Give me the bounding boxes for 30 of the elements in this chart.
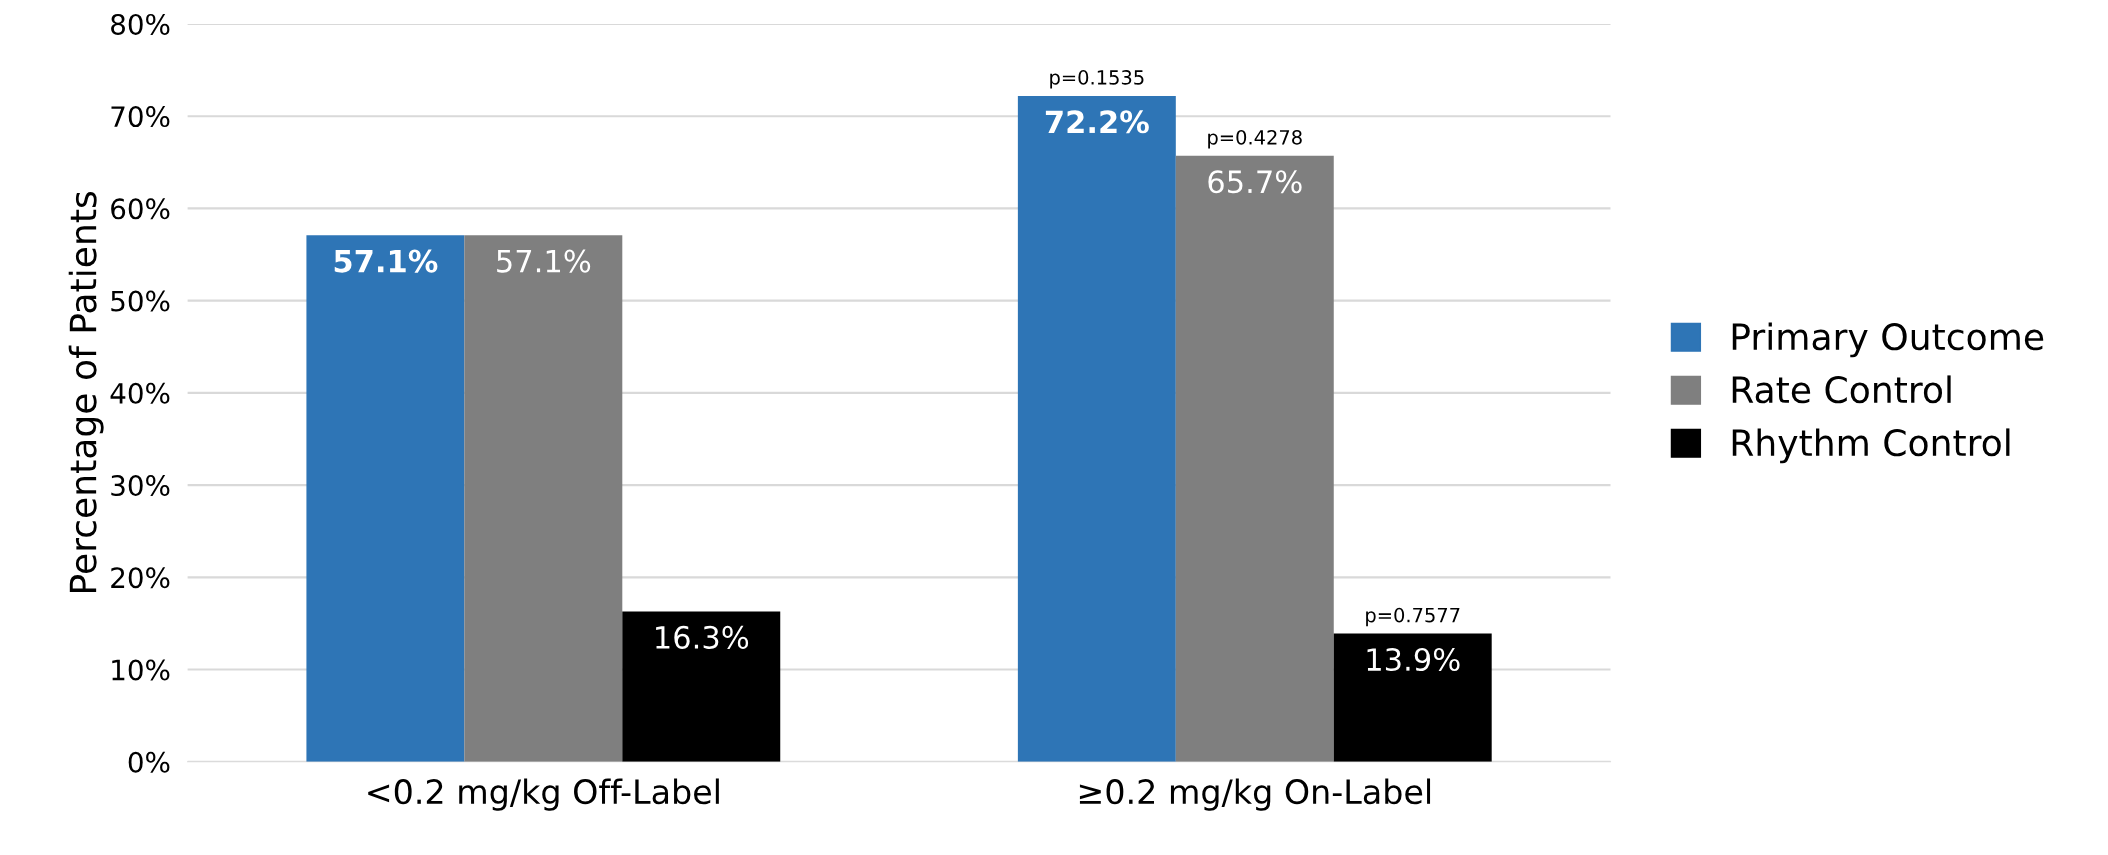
- annotation: p=0.4278: [1208, 129, 1302, 149]
- bar: [306, 235, 465, 762]
- data-label: 16.3%: [656, 625, 749, 649]
- data-label: 13.9%: [1367, 647, 1460, 672]
- bar: [622, 611, 781, 762]
- legend-label: Rate Control: [1732, 375, 1951, 404]
- y-tick-label: 50%: [111, 290, 170, 312]
- y-tick-label: 60%: [111, 198, 170, 220]
- y-tick-label: 40%: [110, 382, 170, 404]
- y-tick-label: 80%: [111, 13, 170, 35]
- x-tick-label: ≥0.2 mg/kg On-Label: [1079, 778, 1431, 811]
- y-tick-label: 20%: [111, 567, 170, 589]
- legend-label: Primary Outcome: [1732, 322, 2044, 358]
- bar: [1175, 155, 1334, 762]
- data-label: 57.1%: [497, 249, 591, 273]
- x-tick-label: <0.2 mg/kg Off-Label: [368, 778, 719, 811]
- annotation: p=0.7577: [1366, 607, 1460, 627]
- data-label: 65.7%: [1208, 170, 1302, 194]
- annotation: p=0.1535: [1050, 70, 1144, 89]
- y-tick-label: 10%: [112, 659, 170, 681]
- bar: [464, 235, 623, 762]
- y-tick-label: 70%: [111, 106, 170, 128]
- y-axis-title: Percentage of Patients: [68, 191, 104, 593]
- bar: [1333, 633, 1492, 762]
- data-label: 57.1%: [334, 249, 438, 273]
- y-tick-label: 30%: [111, 475, 170, 497]
- y-tick-label: 0%: [128, 751, 170, 773]
- legend-label: Rhythm Control: [1732, 428, 2010, 464]
- data-label: 72.2%: [1045, 110, 1149, 134]
- bar: [1017, 95, 1176, 762]
